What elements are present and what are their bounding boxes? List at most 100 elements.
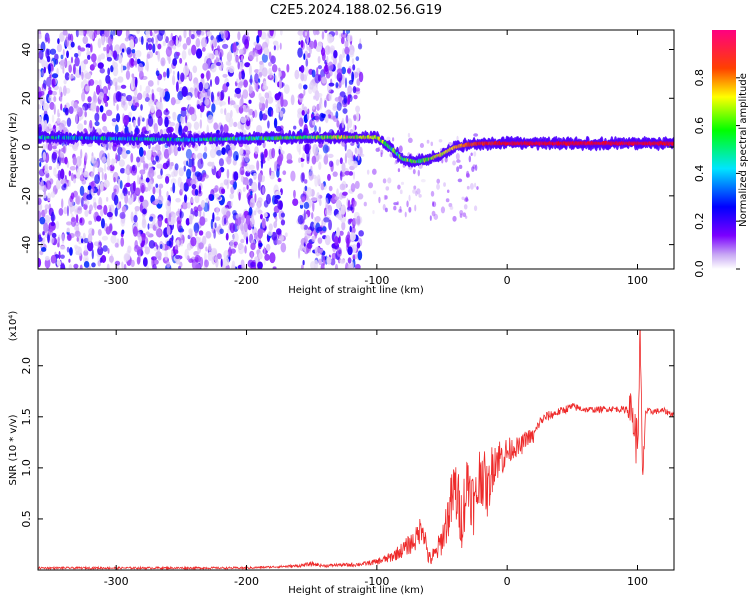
heatmap-cell [316,226,323,232]
heatmap-cell [40,246,47,252]
heatmap-cell [353,94,358,100]
heatmap-cell [239,166,245,176]
heatmap-cell [82,35,89,45]
heatmap-cell [260,31,267,40]
heatmap-cell [456,166,460,173]
heatmap-cell [136,30,140,35]
heatmap-cell [212,256,217,261]
heatmap-cell [99,105,104,113]
heatmap-cell [309,221,315,232]
heatmap-cell [343,95,348,104]
heatmap-cell [324,99,327,108]
heatmap-cell [225,232,229,241]
heatmap-cell [64,107,69,116]
heatmap-cell [328,219,332,231]
heatmap-cell [51,114,55,123]
heatmap-cell [250,117,253,122]
x-tick-label: -100 [364,274,389,287]
heatmap-cell [318,258,323,266]
heatmap-cell [332,171,338,177]
heatmap-cell [58,122,65,133]
heatmap-cell [78,30,85,36]
heatmap-cell [79,217,83,224]
heatmap-cell [150,105,155,113]
heatmap-cell [126,47,132,55]
heatmap-cell [232,42,237,53]
heatmap-cell [172,44,177,50]
heatmap-cell [184,248,189,260]
heatmap-cell [300,39,304,49]
heatmap-cell [396,201,399,206]
heatmap-cell [341,191,348,196]
heatmap-cell [260,152,264,162]
heatmap-cell [338,249,342,255]
heatmap-cell [90,171,95,179]
heatmap-cell [66,233,72,241]
heatmap-cell [148,216,154,222]
heatmap-cell [271,64,278,73]
heatmap-cell [194,194,200,204]
heatmap-cell [119,211,126,220]
heatmap-cell [238,48,244,55]
heatmap-cell [235,104,240,114]
heatmap-cell [44,163,49,172]
heatmap-cell [47,90,54,95]
heatmap-cell [126,94,133,102]
heatmap-cell [107,67,111,76]
heatmap-cell [189,72,192,80]
heatmap-cell [187,48,192,56]
heatmap-cell [62,146,66,154]
heatmap-cell [102,144,107,149]
heatmap-cell [146,264,149,269]
heatmap-cell [317,93,323,98]
heatmap-cell [352,218,358,225]
heatmap-cell [133,60,138,66]
heatmap-cell [306,187,313,198]
heatmap-cell [218,48,224,58]
heatmap-cell [176,51,181,57]
heatmap-cell [273,221,278,229]
heatmap-cell [366,169,370,175]
heatmap-cell [199,216,206,226]
heatmap-cell [68,170,72,177]
heatmap-cell [217,92,220,97]
heatmap-cell [144,130,149,135]
heatmap-cell [278,235,284,242]
heatmap-cell [191,157,195,168]
heatmap-cell [216,253,222,260]
heatmap-cell [83,261,90,268]
heatmap-cell [438,139,443,143]
heatmap-cell [134,205,140,212]
heatmap-cell [155,228,163,238]
heatmap-cell [440,206,446,214]
heatmap-cell [68,263,73,269]
heatmap-cell [188,258,194,263]
heatmap-cell [412,168,416,175]
heatmap-cell [138,146,144,157]
heatmap-cell [345,30,351,34]
heatmap-cell [179,231,183,240]
heatmap-cell [275,228,282,235]
heatmap-cell [240,116,247,124]
heatmap-cell [51,232,57,238]
heatmap-cell [352,171,356,180]
heatmap-cell [178,125,183,136]
heatmap-cell [258,71,263,77]
heatmap-cell [194,143,199,152]
heatmap-cell [229,180,235,185]
heatmap-cell [62,48,65,57]
heatmap-cell [128,111,133,118]
heatmap-cell [261,113,268,121]
colorbar-tick-label: 0.2 [693,212,706,230]
heatmap-cell [255,43,262,51]
heatmap-cell [137,231,141,241]
heatmap-cell [352,86,357,94]
heatmap-cell [146,37,153,43]
heatmap-cell [198,185,202,195]
heatmap-cell [119,43,127,54]
heatmap-cell [70,41,75,48]
heatmap-cell [301,110,305,116]
heatmap-cell [303,89,306,96]
heatmap-cell [43,222,49,234]
heatmap-cell [344,170,351,176]
